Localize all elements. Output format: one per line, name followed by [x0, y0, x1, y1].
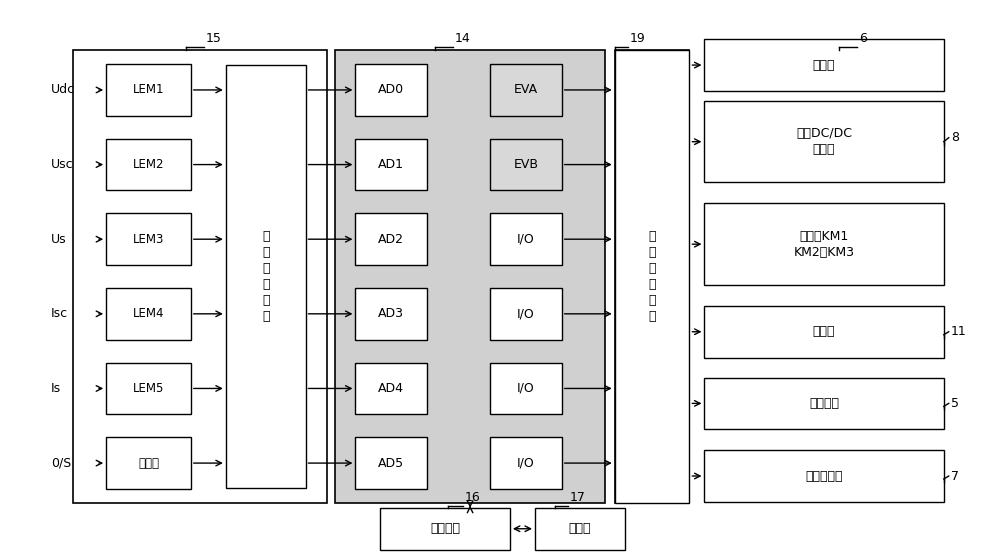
- FancyBboxPatch shape: [615, 50, 689, 503]
- Text: Us: Us: [51, 233, 67, 246]
- FancyBboxPatch shape: [106, 437, 191, 489]
- Text: 5: 5: [951, 397, 959, 410]
- Text: I/O: I/O: [517, 382, 535, 395]
- FancyBboxPatch shape: [73, 50, 327, 503]
- Text: LEM3: LEM3: [133, 233, 164, 246]
- FancyBboxPatch shape: [535, 508, 625, 549]
- Text: AD3: AD3: [378, 307, 404, 320]
- FancyBboxPatch shape: [704, 306, 944, 358]
- FancyBboxPatch shape: [106, 214, 191, 265]
- Text: AD0: AD0: [378, 83, 404, 97]
- FancyBboxPatch shape: [704, 101, 944, 182]
- Text: AD2: AD2: [378, 233, 404, 246]
- Text: LEM1: LEM1: [133, 83, 164, 97]
- FancyBboxPatch shape: [355, 288, 427, 340]
- Text: 19: 19: [630, 32, 645, 45]
- Text: 7: 7: [951, 470, 959, 482]
- FancyBboxPatch shape: [226, 65, 306, 488]
- FancyBboxPatch shape: [355, 64, 427, 116]
- FancyBboxPatch shape: [490, 139, 562, 191]
- Text: 0/S: 0/S: [51, 457, 72, 470]
- FancyBboxPatch shape: [380, 508, 510, 549]
- Text: 14: 14: [455, 32, 471, 45]
- Text: 17: 17: [570, 491, 586, 504]
- FancyBboxPatch shape: [106, 288, 191, 340]
- Text: LEM4: LEM4: [133, 307, 164, 320]
- FancyBboxPatch shape: [355, 437, 427, 489]
- FancyBboxPatch shape: [106, 139, 191, 191]
- FancyBboxPatch shape: [704, 377, 944, 429]
- FancyBboxPatch shape: [355, 139, 427, 191]
- Text: 逆变器: 逆变器: [813, 59, 835, 72]
- Text: 编码器: 编码器: [138, 457, 159, 470]
- FancyBboxPatch shape: [615, 50, 689, 503]
- Text: Usc: Usc: [51, 158, 74, 171]
- FancyBboxPatch shape: [704, 39, 944, 91]
- Text: 接触器KM1
KM2、KM3: 接触器KM1 KM2、KM3: [794, 230, 855, 259]
- FancyBboxPatch shape: [355, 214, 427, 265]
- Text: LEM2: LEM2: [133, 158, 164, 171]
- FancyBboxPatch shape: [704, 450, 944, 502]
- FancyBboxPatch shape: [106, 64, 191, 116]
- Text: 信
号
调
理
电
路: 信 号 调 理 电 路: [262, 230, 269, 323]
- Text: I/O: I/O: [517, 233, 535, 246]
- Text: 6: 6: [859, 32, 867, 45]
- Text: 16: 16: [465, 491, 481, 504]
- FancyBboxPatch shape: [335, 50, 605, 503]
- FancyBboxPatch shape: [490, 214, 562, 265]
- Text: 通信电路: 通信电路: [430, 522, 460, 536]
- Text: LEM5: LEM5: [133, 382, 164, 395]
- Text: EVB: EVB: [513, 158, 538, 171]
- Text: I/O: I/O: [517, 307, 535, 320]
- FancyBboxPatch shape: [106, 363, 191, 414]
- FancyBboxPatch shape: [355, 363, 427, 414]
- Text: 11: 11: [951, 325, 966, 338]
- Text: 上位机: 上位机: [569, 522, 591, 536]
- Text: 电梯曳引机: 电梯曳引机: [805, 470, 843, 482]
- Text: 蓄电池: 蓄电池: [813, 325, 835, 338]
- Text: 8: 8: [951, 131, 959, 144]
- Text: EVA: EVA: [514, 83, 538, 97]
- Text: AD1: AD1: [378, 158, 404, 171]
- FancyBboxPatch shape: [490, 437, 562, 489]
- Text: Isc: Isc: [51, 307, 68, 320]
- Text: Udc: Udc: [51, 83, 75, 97]
- Text: 隔
离
驱
动
电
路: 隔 离 驱 动 电 路: [648, 230, 656, 323]
- FancyBboxPatch shape: [704, 203, 944, 285]
- Text: 15: 15: [206, 32, 222, 45]
- FancyBboxPatch shape: [490, 288, 562, 340]
- Text: 双向DC/DC
变换器: 双向DC/DC 变换器: [796, 127, 852, 156]
- FancyBboxPatch shape: [490, 363, 562, 414]
- Text: Is: Is: [51, 382, 61, 395]
- Text: AD5: AD5: [378, 457, 404, 470]
- Text: AD4: AD4: [378, 382, 404, 395]
- Text: I/O: I/O: [517, 457, 535, 470]
- FancyBboxPatch shape: [490, 64, 562, 116]
- Text: 制动单元: 制动单元: [809, 397, 839, 410]
